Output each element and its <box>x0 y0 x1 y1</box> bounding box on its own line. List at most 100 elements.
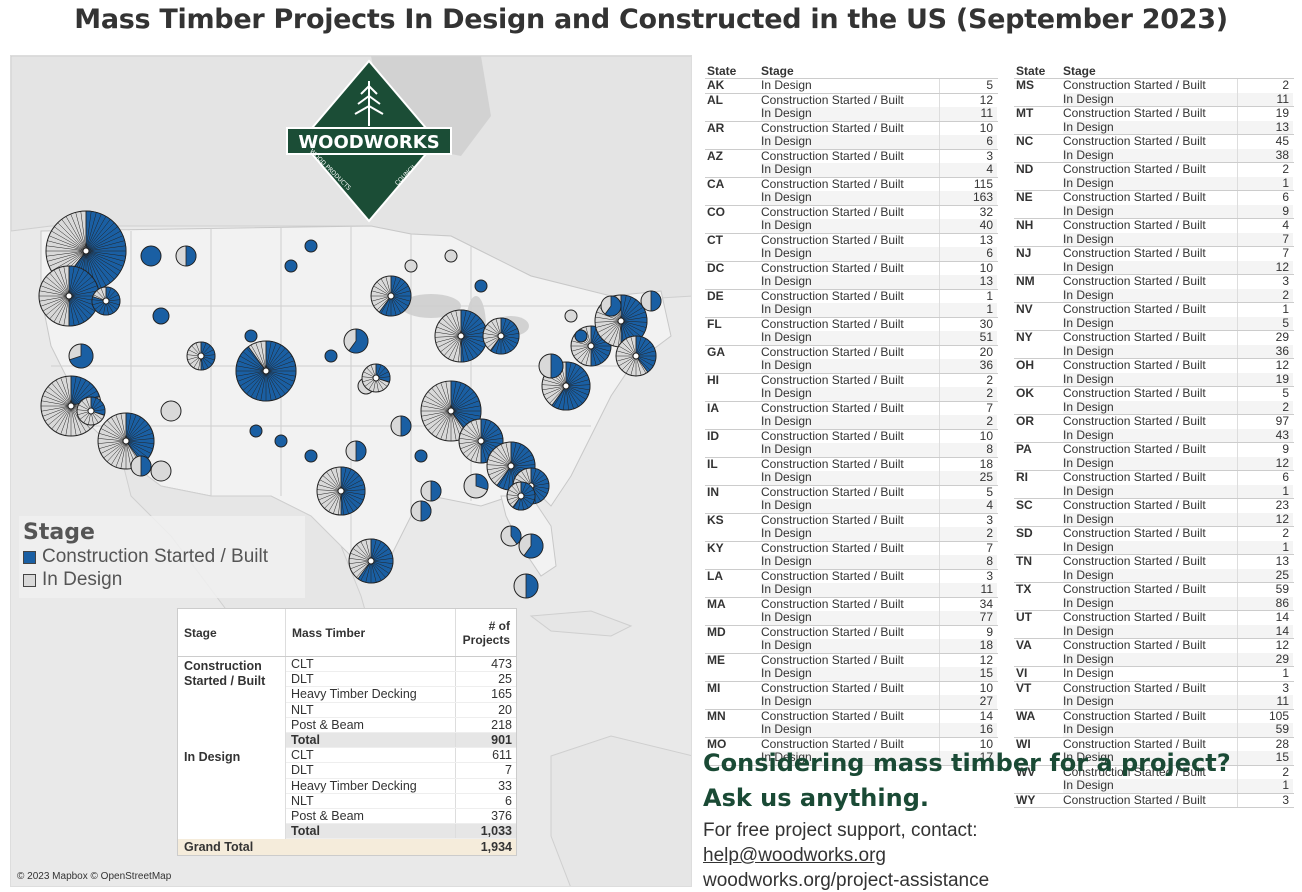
project-pie-marker[interactable] <box>434 309 488 363</box>
state-code: MD <box>707 624 726 639</box>
state-row-stage: In Design <box>1063 399 1114 414</box>
project-markers[interactable] <box>38 210 662 599</box>
project-pie-marker[interactable] <box>444 249 458 263</box>
project-pie-marker[interactable] <box>150 460 172 482</box>
state-group: ID Construction Started / Built 10 In Desig… <box>705 429 998 458</box>
state-row: Construction Started / Built 7 <box>1063 246 1293 261</box>
state-row: Construction Started / Built 14 <box>761 709 997 723</box>
project-pie-marker[interactable] <box>343 328 369 354</box>
project-pie-marker[interactable] <box>324 349 338 363</box>
state-group: AR Construction Started / Built 10 In Desig… <box>705 121 998 150</box>
project-map[interactable]: WOODWORKS WOOD PRODUCTS COUNCIL Stage Co… <box>10 55 692 887</box>
project-pie-marker[interactable] <box>38 265 100 327</box>
state-row-count: 27 <box>939 694 997 709</box>
state-code: TX <box>1016 582 1032 596</box>
project-pie-marker[interactable] <box>235 340 297 402</box>
state-row-count: 77 <box>939 610 997 625</box>
state-row-stage: In Design <box>1063 722 1114 736</box>
legend-item-built: Construction Started / Built <box>23 546 305 568</box>
state-row-stage: In Design <box>761 330 812 344</box>
project-pie-marker[interactable] <box>186 341 216 371</box>
state-row: In Design 8 <box>761 554 997 569</box>
project-pie-marker[interactable] <box>404 259 418 273</box>
state-code: OH <box>1016 358 1034 372</box>
project-pie-marker[interactable] <box>274 434 288 448</box>
state-row: Construction Started / Built 12 <box>1063 358 1293 373</box>
assistance-link[interactable]: woodworks.org/project-assistance <box>703 870 990 891</box>
state-code: MS <box>1016 78 1034 92</box>
state-row-stage: In Design <box>1063 483 1114 498</box>
project-pie-marker[interactable] <box>345 440 367 462</box>
project-pie-marker[interactable] <box>410 500 432 522</box>
state-row: Construction Started / Built 10 <box>761 429 997 443</box>
project-pie-marker[interactable] <box>390 415 412 437</box>
state-row-count: 12 <box>939 93 997 107</box>
project-pie-marker[interactable] <box>564 309 578 323</box>
project-pie-marker[interactable] <box>518 533 544 559</box>
project-pie-marker[interactable] <box>482 317 520 355</box>
project-pie-marker[interactable] <box>140 245 162 267</box>
state-code: PA <box>1016 442 1032 456</box>
header-state: State <box>1016 64 1046 78</box>
project-pie-marker[interactable] <box>284 259 298 273</box>
project-pie-marker[interactable] <box>574 329 588 343</box>
state-row: In Design 16 <box>761 722 997 737</box>
state-group: KS Construction Started / Built 3 In Design… <box>705 513 998 542</box>
state-row-stage: In Design <box>761 302 812 316</box>
state-row-stage: In Design <box>1063 259 1114 274</box>
basemap: WOODWORKS WOOD PRODUCTS COUNCIL <box>11 56 691 886</box>
project-pie-marker[interactable] <box>152 307 170 325</box>
project-pie-marker[interactable] <box>420 480 442 502</box>
state-row-count: 34 <box>939 597 997 611</box>
project-pie-marker[interactable] <box>76 396 106 426</box>
project-pie-marker[interactable] <box>506 481 536 511</box>
project-pie-marker[interactable] <box>361 363 391 393</box>
project-pie-marker[interactable] <box>244 329 258 343</box>
state-row-stage: In Design <box>1063 427 1114 442</box>
map-attribution[interactable]: © 2023 Mapbox © OpenStreetMap <box>17 871 172 882</box>
project-pie-marker[interactable] <box>68 343 94 369</box>
project-pie-marker[interactable] <box>414 449 428 463</box>
state-row-count: 13 <box>939 233 997 247</box>
project-pie-marker[interactable] <box>370 275 412 317</box>
project-pie-marker[interactable] <box>130 455 152 477</box>
state-row-count: 2 <box>939 386 997 401</box>
state-row: Construction Started / Built 4 <box>1063 218 1293 233</box>
state-code: MN <box>707 708 726 723</box>
project-pie-marker[interactable] <box>474 279 488 293</box>
project-pie-marker[interactable] <box>160 400 182 422</box>
project-pie-marker[interactable] <box>91 286 121 316</box>
summary-row-name: Post & Beam <box>286 808 456 824</box>
state-row: In Design 11 <box>1063 694 1293 709</box>
project-pie-marker[interactable] <box>500 525 522 547</box>
project-pie-marker[interactable] <box>175 245 197 267</box>
state-group: MS Construction Started / Built 2 In Design… <box>1014 78 1294 107</box>
legend-label-built: Construction Started / Built <box>42 546 268 567</box>
project-pie-marker[interactable] <box>463 473 489 499</box>
project-pie-marker[interactable] <box>304 239 318 253</box>
state-row-count: 29 <box>1237 330 1293 345</box>
state-row-count: 10 <box>939 121 997 135</box>
state-group: WA Construction Started / Built 105 In Desi… <box>1014 709 1294 738</box>
state-row-stage: In Design <box>1063 750 1114 764</box>
project-pie-marker[interactable] <box>615 335 657 377</box>
project-pie-marker[interactable] <box>304 449 318 463</box>
state-code: SD <box>1016 526 1033 540</box>
state-row-count: 12 <box>1237 358 1293 373</box>
project-pie-marker[interactable] <box>538 353 564 379</box>
project-pie-marker[interactable] <box>513 573 539 599</box>
state-row-count: 25 <box>939 470 997 485</box>
state-row: Construction Started / Built 12 <box>761 93 997 107</box>
project-pie-marker[interactable] <box>316 466 366 516</box>
state-group: NV Construction Started / Built 1 In Design… <box>1014 302 1294 331</box>
state-row-count: 9 <box>939 625 997 639</box>
project-pie-marker[interactable] <box>640 290 662 312</box>
state-row-count: 8 <box>939 442 997 457</box>
state-row-stage: Construction Started / Built <box>1063 218 1206 232</box>
project-pie-marker[interactable] <box>600 295 622 317</box>
email-link[interactable]: help@woodworks.org <box>703 845 886 866</box>
project-pie-marker[interactable] <box>348 538 394 584</box>
state-row-count: 115 <box>939 177 997 191</box>
summary-row-name: DLT <box>286 763 456 778</box>
project-pie-marker[interactable] <box>249 424 263 438</box>
